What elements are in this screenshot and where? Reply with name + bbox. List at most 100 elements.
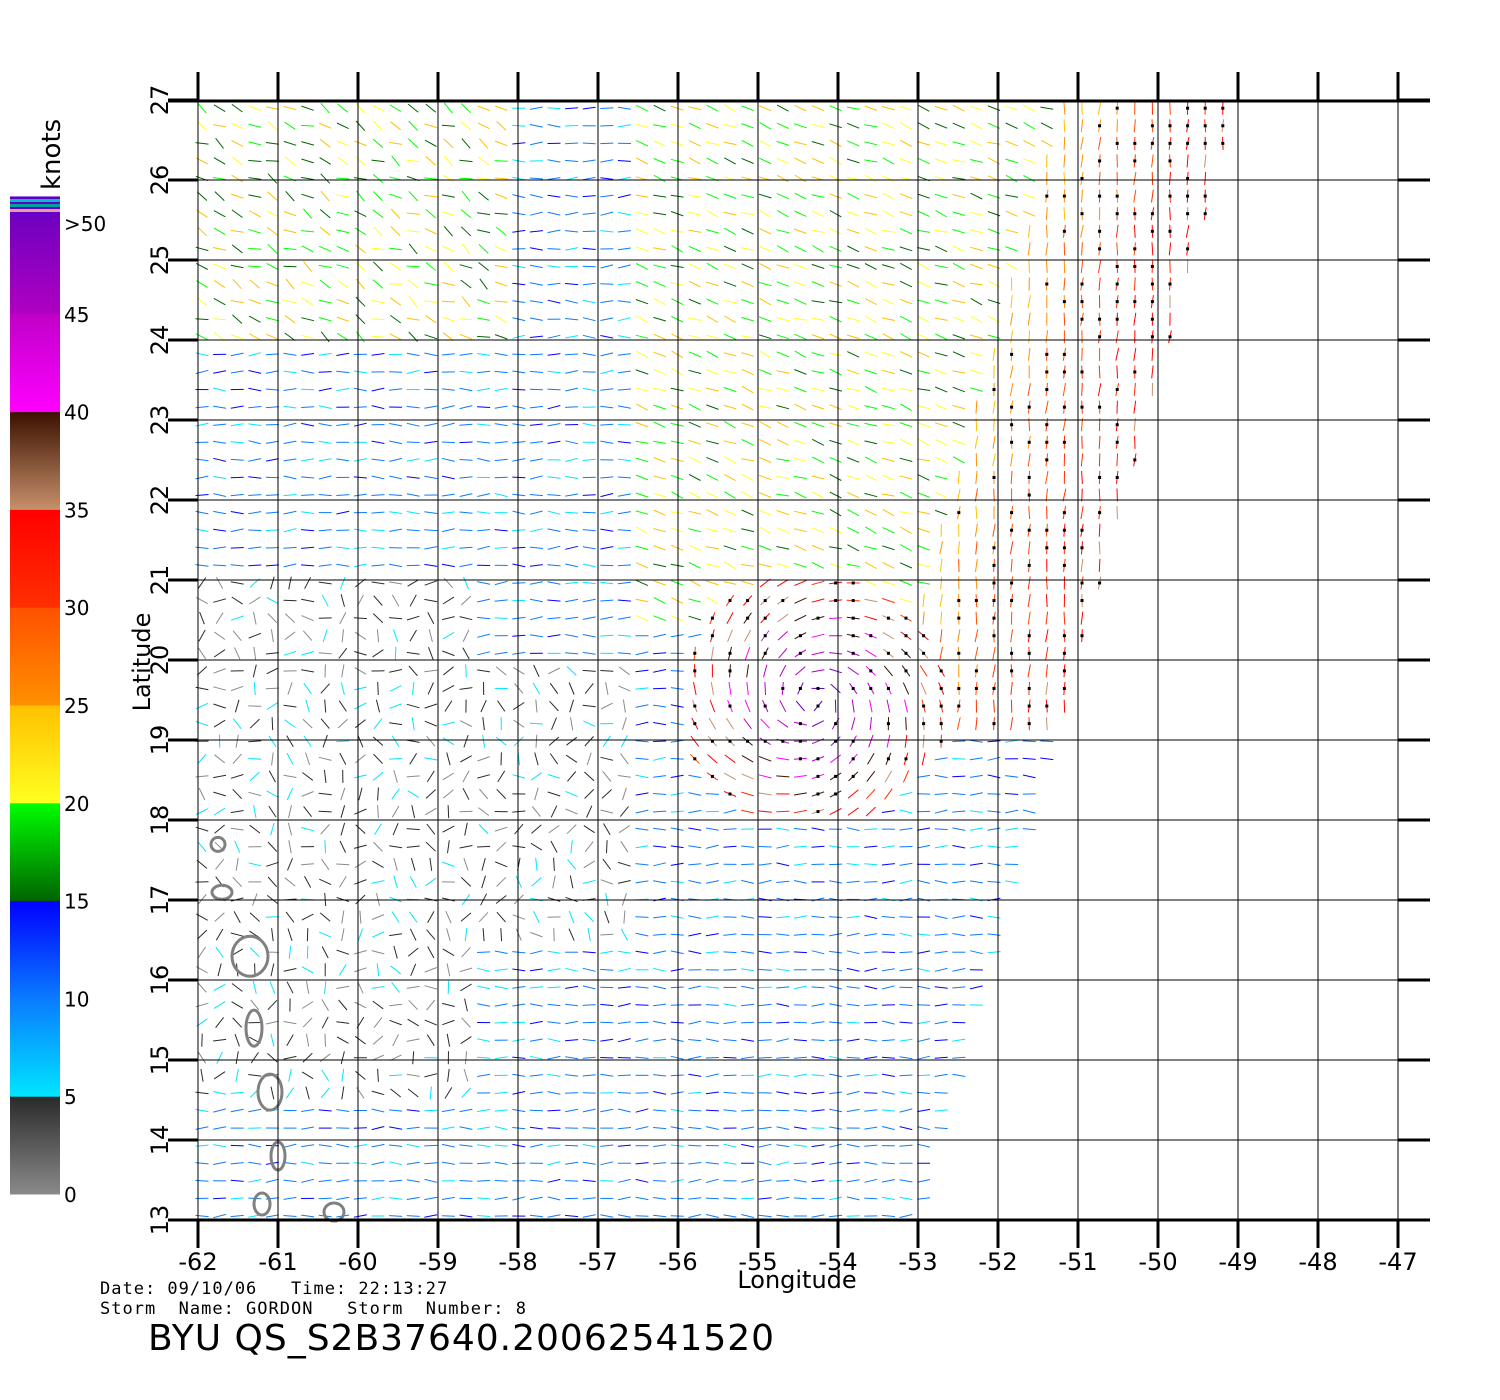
wind-vector [688,774,702,779]
wind-vector [412,681,415,695]
wind-vector [459,353,473,356]
wind-vector [881,1056,895,1059]
wind-vector [464,998,468,1012]
wind-vector [424,388,438,391]
wind-vector [899,1074,913,1077]
wind-vector [864,509,877,516]
rain-flag [710,774,714,778]
wind-vector [197,753,207,765]
lon-tick-label: -48 [1298,1248,1337,1276]
wind-vector [956,717,961,731]
wind-vector [617,405,631,409]
wind-vector [494,105,508,111]
wind-vector [899,457,913,462]
wind-vector [459,1214,473,1218]
wind-vector [1022,774,1036,779]
wind-vector [847,457,860,463]
wind-vector [653,421,666,428]
wind-vector [1133,119,1136,133]
wind-vector [459,529,473,531]
wind-vector [565,194,579,198]
wind-vector [864,405,878,410]
wind-vector [794,210,807,217]
wind-vector [1045,629,1049,643]
wind-vector [723,1197,737,1200]
wind-vector [741,580,754,586]
wind-vector [794,263,807,270]
wind-vector [881,105,895,111]
wind-vector [529,388,543,391]
wind-vector [688,985,702,990]
wind-vector [530,842,543,851]
wind-vector [424,598,438,603]
legend-label: 35 [64,498,89,522]
wind-vector [1116,453,1119,467]
wind-vector [565,1074,579,1077]
wind-vector [389,1074,403,1077]
wind-vector [881,387,895,392]
wind-vector [230,405,244,409]
wind-vector [795,666,806,676]
legend-unit: knots [37,119,67,190]
wind-vector [723,1039,737,1042]
wind-vector [600,528,614,532]
wind-vector [459,845,473,849]
wind-vector [549,700,559,712]
wind-vector [477,105,490,112]
wind-vector [864,492,878,498]
wind-vector [952,122,965,129]
wind-vector [1169,101,1171,115]
wind-vector [1005,863,1019,866]
wind-vector [389,141,403,145]
wind-vector [441,721,455,726]
wind-vector [1022,740,1036,743]
wind-vector [494,264,508,268]
wind-vector [811,141,825,146]
wind-vector [899,351,913,358]
wind-vector [864,579,877,587]
rain-flag [1115,106,1119,110]
wind-vector [582,334,596,339]
wind-vector [741,509,754,516]
wind-vector [617,967,631,972]
wind-vector [302,1017,313,1028]
wind-vector [529,1196,543,1201]
wind-vector [565,1180,579,1182]
wind-vector [846,106,860,110]
wind-vector [653,687,667,690]
wind-vector [934,986,948,989]
wind-vector [670,194,684,198]
wind-vector [582,616,596,620]
wind-vector [565,283,579,286]
wind-vector [512,1127,526,1130]
wind-vector [213,387,227,392]
wind-vector [373,191,383,202]
rain-flag [1010,528,1014,532]
wind-vector [935,245,948,253]
wind-vector [494,281,508,287]
wind-vector [582,317,596,322]
wind-vector [621,717,627,730]
wind-vector [529,458,543,462]
wind-vector [635,104,649,112]
wind-vector [406,1215,420,1217]
wind-vector [512,441,526,444]
wind-vector [339,612,347,625]
wind-vector [336,1196,350,1201]
wind-vector [394,646,397,660]
wind-vector [617,986,631,989]
wind-vector [565,440,579,445]
wind-vector [811,633,825,638]
wind-vector [283,1021,297,1025]
wind-vector [406,1126,420,1130]
wind-vector [529,546,543,549]
wind-vector [829,300,843,304]
wind-vector [477,353,491,356]
wind-vector [618,685,631,692]
wind-vector [213,1071,226,1080]
rain-flag [1062,370,1066,374]
wind-vector [847,666,859,676]
wind-vector [336,229,350,234]
wind-vector [336,529,350,531]
wind-vector [389,1197,403,1200]
